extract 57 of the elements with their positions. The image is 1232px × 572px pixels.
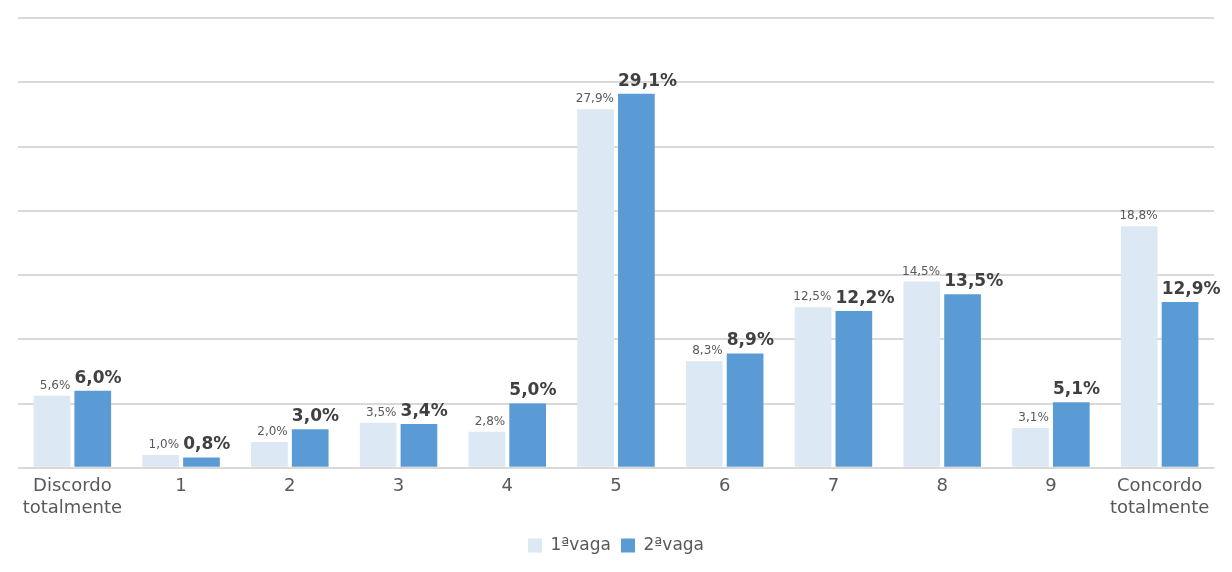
x-tick-label: Discordo totalmente [22, 474, 123, 517]
bar [509, 403, 547, 467]
data-label: 3,1% [1018, 410, 1049, 425]
bar [903, 281, 941, 467]
data-label: 13,5% [944, 270, 1004, 291]
bar [577, 109, 614, 467]
data-label: 5,0% [509, 379, 557, 400]
data-label: 1,0% [148, 437, 180, 452]
data-label: 3,4% [400, 400, 448, 421]
x-tick-label: 5 [610, 474, 622, 496]
bar [359, 422, 397, 467]
bar [944, 294, 981, 467]
bar [400, 424, 438, 467]
data-label: 5,1% [1052, 378, 1101, 399]
legend-label: 1ªvaga [550, 533, 611, 554]
data-label: 29,1% [618, 69, 678, 90]
x-tick-label: 9 [1045, 474, 1057, 496]
x-tick-label: 7 [827, 474, 840, 496]
x-tick-label: 1 [175, 474, 187, 496]
x-tick-label: 8 [936, 474, 948, 496]
data-label: 3,0% [291, 405, 340, 426]
data-label: 2,0% [257, 424, 288, 439]
legend-label: 2ªvaga [643, 533, 705, 554]
x-tick-label: 3 [392, 474, 405, 496]
bar [726, 353, 764, 467]
bar [685, 361, 723, 467]
data-label: 5,6% [39, 377, 71, 392]
data-label: 8,3% [692, 343, 723, 358]
data-label: 6,0% [74, 366, 122, 387]
x-tick-label: 4 [501, 474, 513, 496]
data-label: 14,5% [902, 263, 941, 278]
data-label: 27,9% [575, 91, 614, 106]
bar [1052, 402, 1090, 467]
bar [142, 454, 180, 467]
data-label: 3,5% [366, 404, 397, 419]
bar [468, 431, 506, 467]
data-label: 2,8% [474, 413, 506, 428]
bar [618, 93, 655, 467]
data-label: 18,8% [1119, 208, 1158, 223]
bar [33, 395, 71, 467]
bar [794, 307, 832, 467]
bar [1012, 427, 1049, 467]
bar [291, 429, 329, 467]
x-tick-label: 2 [284, 474, 296, 496]
bar [835, 311, 873, 467]
bar [251, 442, 288, 467]
bar [1161, 302, 1199, 467]
data-label: 0,8% [183, 433, 231, 454]
data-label: 8,9% [726, 329, 774, 350]
x-tick-label: 6 [719, 474, 731, 496]
data-label: 12,2% [835, 286, 895, 307]
bar [183, 457, 220, 467]
x-tick-label: Concordo totalmente [1109, 474, 1210, 517]
data-label: 12,5% [793, 289, 832, 304]
bar [74, 390, 112, 467]
data-label: 12,9% [1161, 277, 1221, 298]
bar [1120, 226, 1158, 467]
